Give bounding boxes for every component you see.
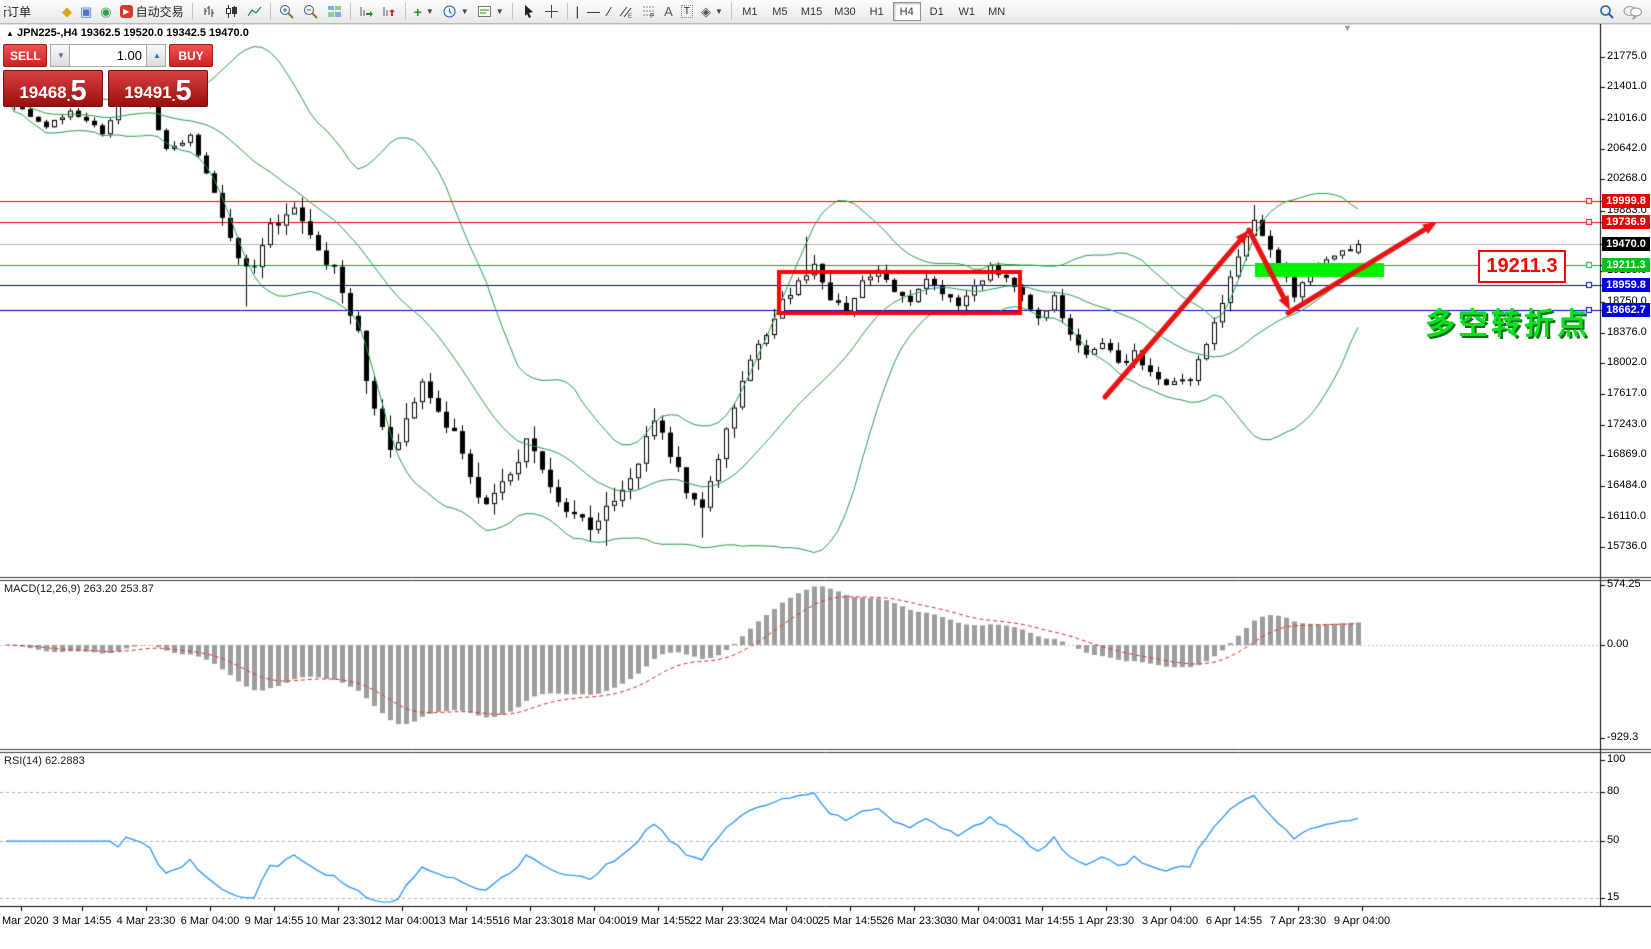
autotrading-label: 自动交易 <box>135 5 184 19</box>
zoom-in-icon <box>279 4 294 19</box>
clock-icon <box>443 5 456 18</box>
timeframe-m5[interactable]: M5 <box>766 2 794 21</box>
toolbar-separator <box>730 3 732 20</box>
bar-chart-button[interactable] <box>197 2 220 22</box>
gold-icon: ◆ <box>62 4 72 19</box>
templates-button[interactable]: ▼ <box>473 2 508 22</box>
buy-price-main: 19491 <box>124 83 172 102</box>
template-icon <box>477 6 491 17</box>
text-icon: A <box>664 4 673 19</box>
rsi-panel-divider[interactable] <box>0 748 1651 753</box>
zoom-in-button[interactable] <box>275 2 299 22</box>
new-order-label: 新订单 <box>4 5 32 19</box>
chart-shift-button[interactable] <box>378 2 401 22</box>
line-chart-button[interactable] <box>243 2 266 22</box>
periods-button[interactable]: ▼ <box>438 2 473 22</box>
horizontal-line-button[interactable]: — <box>583 2 604 22</box>
chevron-down-icon: ▼ <box>425 7 434 16</box>
timeframe-w1[interactable]: W1 <box>953 2 981 21</box>
chart-shift-icon <box>383 7 395 16</box>
channel-icon: E <box>619 6 632 19</box>
search-icon[interactable] <box>1599 4 1615 20</box>
buy-button[interactable]: BUY <box>169 44 213 67</box>
text-label-button[interactable]: T <box>677 2 697 22</box>
candlestick-icon <box>225 5 237 18</box>
toolbar-separator <box>566 3 568 20</box>
chat-icon[interactable] <box>1623 4 1643 20</box>
new-order-button[interactable]: 新订单 <box>0 2 58 22</box>
trendline-button[interactable]: ∕ <box>604 2 614 22</box>
terminal-icon: ▣ <box>80 4 93 19</box>
fibonacci-icon: F <box>643 6 654 19</box>
zoom-out-icon <box>303 4 318 19</box>
sell-price-button[interactable]: 19468. 5 <box>3 70 103 107</box>
macd-panel-divider[interactable] <box>0 576 1651 581</box>
signal-button[interactable]: ◉ <box>96 2 115 22</box>
timeframe-d1[interactable]: D1 <box>923 2 951 21</box>
chevron-down-icon: ▼ <box>460 7 469 16</box>
toolbar-separator <box>269 3 271 20</box>
auto-scroll-icon <box>360 7 373 17</box>
crosshair-button[interactable] <box>540 2 563 22</box>
svg-text:E: E <box>628 14 632 19</box>
toolbar: 新订单 ◆ ▣ ◉ ▶ 自动交易 <box>0 0 1651 24</box>
volume-increase-button[interactable]: ▲ <box>146 44 166 67</box>
toolbar-right <box>1599 4 1651 20</box>
indicators-plus-icon: + <box>413 3 422 20</box>
volume-input[interactable] <box>70 44 146 67</box>
bar-chart-icon <box>204 6 214 17</box>
indicators-button[interactable]: + ▼ <box>410 2 438 22</box>
sell-price-dot: . <box>66 88 71 104</box>
tile-windows-button[interactable] <box>323 2 346 22</box>
buy-price-dot: . <box>171 88 176 104</box>
sell-price-frac: 5 <box>70 75 87 107</box>
timeframe-m15[interactable]: M15 <box>796 2 827 21</box>
trendline-icon: ∕ <box>608 4 611 19</box>
sell-price-main: 19468 <box>19 83 67 102</box>
timeframe-h4[interactable]: H4 <box>892 2 921 21</box>
timeframe-m30[interactable]: M30 <box>829 2 860 21</box>
candlestick-button[interactable] <box>220 2 243 22</box>
chevron-down-icon: ▼ <box>714 7 723 16</box>
one-click-trading-panel: SELL ▼ ▲ BUY 19468.5 19491.5 <box>3 44 213 107</box>
horizontal-line-icon: — <box>587 4 600 19</box>
buy-price-frac: 5 <box>175 75 192 107</box>
crosshair-icon <box>544 5 558 18</box>
vertical-line-icon: | <box>575 4 579 19</box>
svg-text:F: F <box>650 13 654 19</box>
toolbar-separator <box>404 3 406 20</box>
fibonacci-button[interactable]: F <box>637 2 660 22</box>
sell-button[interactable]: SELL <box>3 44 47 67</box>
volume-decrease-button[interactable]: ▼ <box>50 44 70 67</box>
zoom-out-button[interactable] <box>299 2 323 22</box>
autotrading-button[interactable]: ▶ 自动交易 <box>116 2 188 22</box>
text-button[interactable]: A <box>660 2 677 22</box>
timeframe-group: M1 M5 M15 M30 H1 H4 D1 W1 MN <box>736 2 1011 21</box>
buy-price-button[interactable]: 19491. 5 <box>108 70 208 107</box>
timeframe-mn[interactable]: MN <box>983 2 1011 21</box>
cursor-icon <box>524 5 533 18</box>
autotrading-icon: ▶ <box>119 5 133 18</box>
cursor-button[interactable] <box>517 2 540 22</box>
tile-windows-icon <box>327 6 341 17</box>
vertical-line-button[interactable]: | <box>572 2 583 22</box>
channel-button[interactable]: E <box>614 2 637 22</box>
timeframe-m1[interactable]: M1 <box>736 2 764 21</box>
toolbar-separator <box>511 3 513 20</box>
arrows-icon: ◈ <box>700 4 711 19</box>
chevron-down-icon: ▼ <box>495 7 504 16</box>
line-chart-icon <box>247 6 262 17</box>
gold-button[interactable]: ◆ <box>58 2 76 22</box>
toolbar-separator <box>349 3 351 20</box>
terminal-button[interactable]: ▣ <box>76 2 96 22</box>
arrows-button[interactable]: ◈ ▼ <box>697 2 727 22</box>
auto-scroll-button[interactable] <box>355 2 378 22</box>
timeframe-h1[interactable]: H1 <box>863 2 891 21</box>
signal-icon: ◉ <box>100 4 112 19</box>
toolbar-separator <box>191 3 193 20</box>
text-label-icon: T <box>680 5 693 18</box>
volume-control: ▼ ▲ <box>50 44 166 67</box>
